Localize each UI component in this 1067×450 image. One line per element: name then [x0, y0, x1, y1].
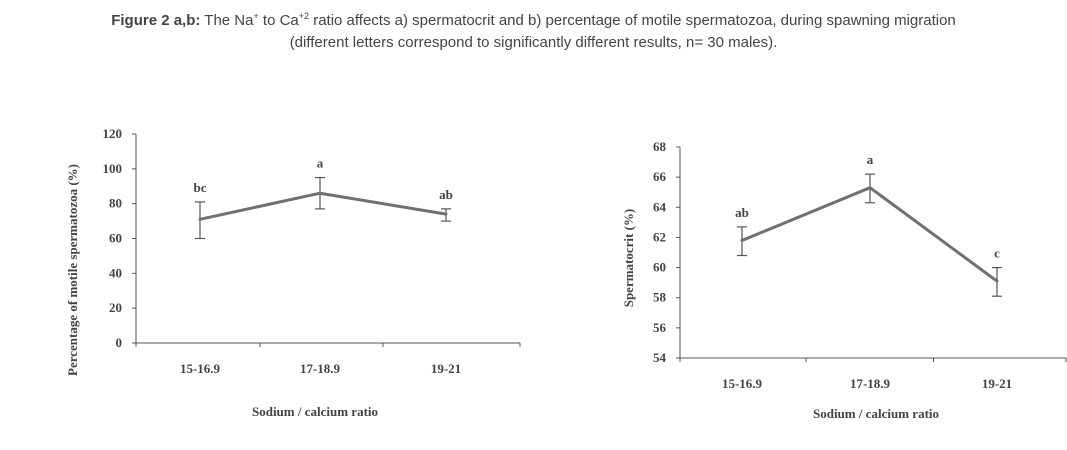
- chart-a-y-tick-label: 80: [109, 196, 122, 211]
- chart-b-data-point: [995, 279, 999, 283]
- chart-b-significance-label: ab: [735, 205, 749, 220]
- chart-b-significance-label: c: [994, 246, 1000, 261]
- figure-caption: Figure 2 a,b: The Na+ to Ca+2 ratio affe…: [0, 10, 1067, 54]
- chart-b-y-tick-label: 62: [653, 229, 666, 244]
- chart-a-y-tick-label: 20: [109, 300, 122, 315]
- chart-a-significance-label: ab: [439, 187, 453, 202]
- chart-b-x-tick-label: 17-18.9: [850, 376, 891, 391]
- chart-a-y-tick-label: 40: [109, 265, 122, 280]
- chart-b-x-tick-label: 19-21: [982, 376, 1012, 391]
- chart-a-x-axis-label: Sodium / calcium ratio: [252, 404, 378, 419]
- chart-a-x-tick-label: 19-21: [431, 361, 461, 376]
- chart-b-data-point: [868, 186, 872, 190]
- chart-a-x-tick-label: 15-16.9: [180, 361, 221, 376]
- chart-a-y-tick-label: 120: [103, 126, 123, 141]
- chart-b-x-axis-label: Sodium / calcium ratio: [813, 406, 939, 421]
- caption-sup-2: +2: [298, 11, 310, 21]
- chart-b-y-tick-label: 58: [653, 290, 667, 305]
- chart-a-y-tick-label: 100: [103, 161, 123, 176]
- chart-b-y-tick-label: 60: [653, 260, 666, 275]
- chart-a-data-point: [444, 212, 448, 216]
- caption-part-3: ratio affects a) spermatocrit and b) per…: [309, 12, 956, 29]
- chart-b-y-tick-label: 66: [653, 169, 667, 184]
- chart-b-data-point: [740, 238, 744, 242]
- caption-line-2: (different letters correspond to signifi…: [289, 34, 778, 51]
- chart-b-y-tick-label: 64: [653, 199, 667, 214]
- chart-b-y-axis-label: Spermatocrit (%): [621, 209, 636, 308]
- caption-part-2: to Ca: [258, 12, 299, 29]
- chart-a-significance-label: a: [317, 156, 324, 171]
- chart-b-x-tick-label: 15-16.9: [722, 376, 763, 391]
- chart-a-x-tick-label: 17-18.9: [300, 361, 341, 376]
- chart-b-significance-label: a: [867, 152, 874, 167]
- caption-label: Figure 2 a,b:: [111, 12, 201, 29]
- chart-a-series-line: [199, 191, 447, 221]
- chart-a-y-tick-label: 0: [116, 335, 123, 350]
- chart-a-y-axis-label: Percentage of motile spermatozoa (%): [65, 164, 80, 376]
- chart-a-data-point: [318, 191, 322, 195]
- chart-b-y-tick-label: 56: [653, 320, 667, 335]
- chart-a-data-point: [198, 217, 202, 221]
- chart-a-y-tick-label: 60: [109, 231, 122, 246]
- chart-a-significance-label: bc: [194, 180, 207, 195]
- chart-b-y-tick-label: 68: [653, 139, 667, 154]
- caption-part-1: The Na: [200, 12, 254, 29]
- caption-line-1: Figure 2 a,b: The Na+ to Ca+2 ratio affe…: [0, 10, 1067, 32]
- chart-b-y-tick-label: 54: [653, 350, 667, 365]
- caption-sup-1: +: [253, 11, 259, 21]
